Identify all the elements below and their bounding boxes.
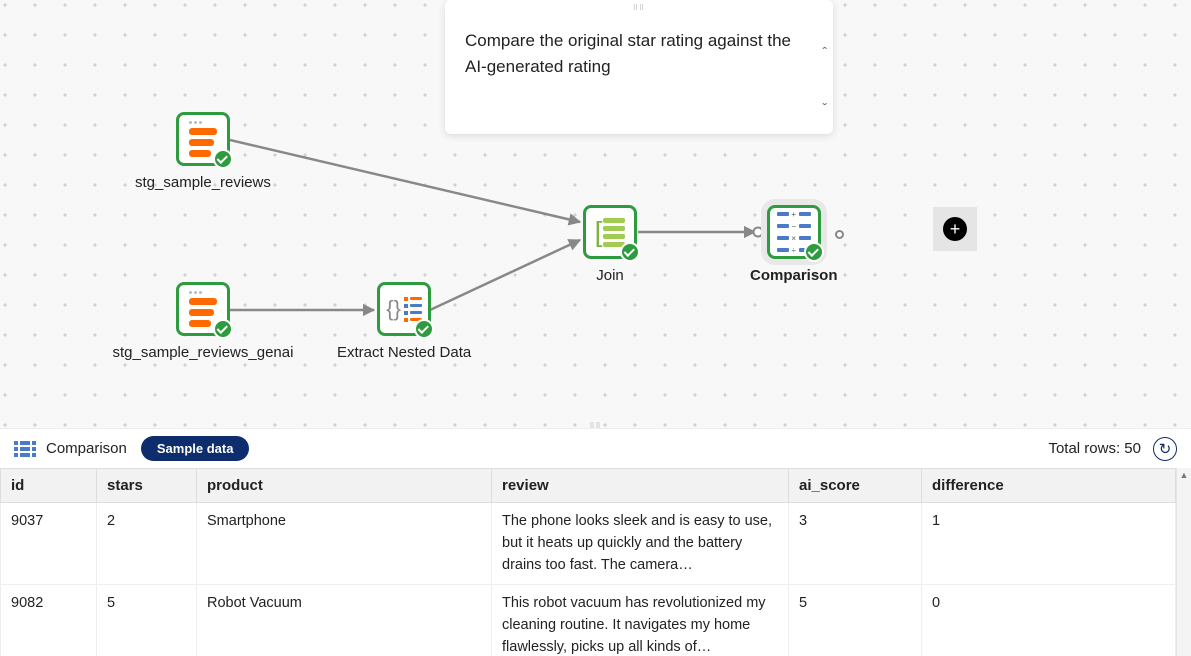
comparison-icon — [14, 441, 36, 457]
edge — [230, 140, 580, 222]
cell-product: Robot Vacuum — [197, 585, 492, 656]
scroll-up-icon[interactable]: ▲ — [1177, 468, 1191, 482]
panel-title: Comparison — [46, 440, 127, 457]
cell-review: The phone looks sleek and is easy to use… — [492, 503, 789, 585]
cell-stars: 5 — [97, 585, 197, 656]
node-label: stg_sample_reviews — [135, 174, 271, 192]
note-scroll[interactable]: ˆ ˇ — [822, 44, 827, 116]
data-table: idstarsproductreviewai_scoredifference 9… — [0, 468, 1176, 656]
success-badge-icon — [414, 319, 434, 339]
chevron-up-icon[interactable]: ˆ — [822, 44, 827, 60]
cell-product: Smartphone — [197, 503, 492, 585]
total-rows-label: Total rows: 50 — [1048, 440, 1141, 457]
table-body: 90372SmartphoneThe phone looks sleek and… — [1, 503, 1176, 656]
chevron-down-icon[interactable]: ˇ — [822, 100, 827, 116]
success-badge-icon — [620, 242, 640, 262]
table-row[interactable]: 90825Robot VacuumThis robot vacuum has r… — [1, 585, 1176, 656]
success-badge-icon — [213, 149, 233, 169]
node-stg_reviews[interactable]: stg_sample_reviews — [135, 112, 271, 192]
cell-difference: 1 — [922, 503, 1176, 585]
node-label: Join — [596, 267, 624, 285]
col-difference[interactable]: difference — [922, 469, 1176, 503]
add-node-button[interactable]: + — [933, 207, 977, 251]
node-extract[interactable]: {} Extract Nested Data — [337, 282, 471, 362]
plus-icon: + — [943, 217, 967, 241]
col-ai_score[interactable]: ai_score — [789, 469, 922, 503]
note-drag-handle[interactable]: ⠿⠿ — [633, 4, 645, 12]
cell-ai_score: 3 — [789, 503, 922, 585]
annotation-note[interactable]: ⠿⠿ Compare the original star rating agai… — [445, 0, 833, 134]
data-table-wrap: idstarsproductreviewai_scoredifference 9… — [0, 468, 1191, 656]
node-label: stg_sample_reviews_genai — [113, 344, 294, 362]
sample-data-pill[interactable]: Sample data — [141, 436, 250, 461]
refresh-button[interactable]: ↻ — [1153, 437, 1177, 461]
node-label: Extract Nested Data — [337, 344, 471, 362]
source-icon[interactable] — [176, 112, 230, 166]
data-panel-header: ⠿⠿ Comparison Sample data Total rows: 50… — [0, 428, 1191, 468]
table-scrollbar[interactable]: ▲ — [1176, 468, 1191, 656]
flow-canvas[interactable]: ⠿⠿ ⠿⠿ Compare the original star rating a… — [0, 0, 1191, 428]
col-review[interactable]: review — [492, 469, 789, 503]
note-text: Compare the original star rating against… — [465, 28, 803, 79]
output-port[interactable] — [835, 230, 844, 239]
cell-id: 9082 — [1, 585, 97, 656]
comparison-icon[interactable]: +−×÷ — [767, 205, 821, 259]
join-icon[interactable]: [ — [583, 205, 637, 259]
cell-review: This robot vacuum has revolutionized my … — [492, 585, 789, 656]
node-comparison[interactable]: +−×÷ Comparison — [750, 205, 838, 285]
node-label: Comparison — [750, 267, 838, 285]
col-id[interactable]: id — [1, 469, 97, 503]
col-stars[interactable]: stars — [97, 469, 197, 503]
cell-ai_score: 5 — [789, 585, 922, 656]
refresh-icon: ↻ — [1159, 440, 1172, 458]
table-header-row: idstarsproductreviewai_scoredifference — [1, 469, 1176, 503]
table-row[interactable]: 90372SmartphoneThe phone looks sleek and… — [1, 503, 1176, 585]
success-badge-icon — [213, 319, 233, 339]
cell-difference: 0 — [922, 585, 1176, 656]
node-stg_reviews_genai[interactable]: stg_sample_reviews_genai — [113, 282, 294, 362]
cell-stars: 2 — [97, 503, 197, 585]
panel-drag-handle[interactable]: ⠿⠿ — [589, 422, 601, 430]
node-join[interactable]: [ Join — [583, 205, 637, 285]
source-icon[interactable] — [176, 282, 230, 336]
col-product[interactable]: product — [197, 469, 492, 503]
success-badge-icon — [804, 242, 824, 262]
extract-icon[interactable]: {} — [377, 282, 431, 336]
cell-id: 9037 — [1, 503, 97, 585]
